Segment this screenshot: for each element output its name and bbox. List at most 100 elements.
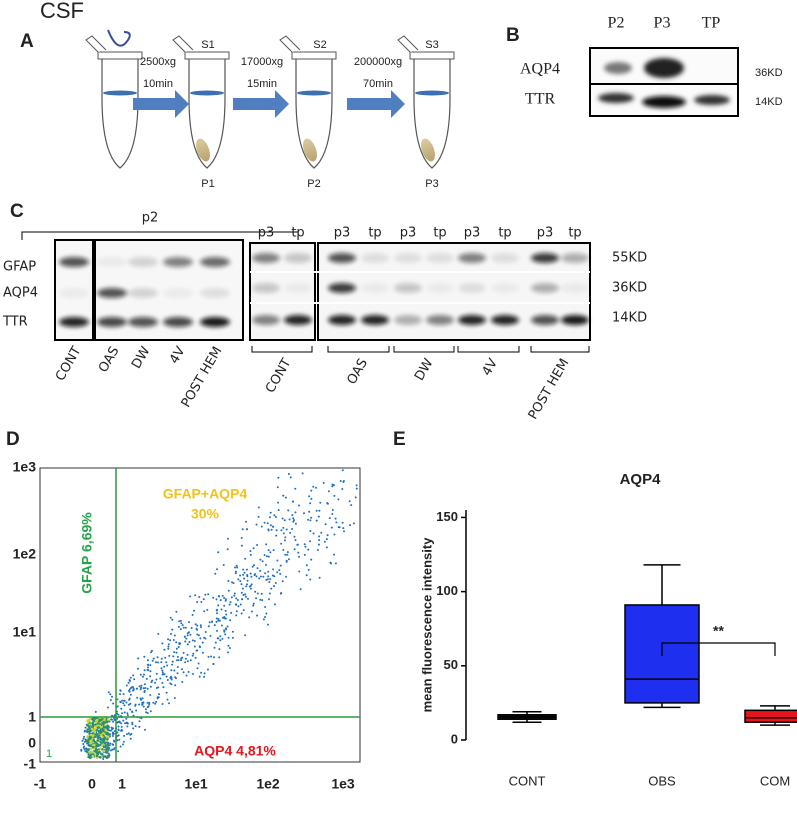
event-dot <box>155 700 158 703</box>
event-dot <box>109 699 112 701</box>
event-dot <box>127 732 130 735</box>
event-dot <box>277 509 280 512</box>
event-dot <box>235 614 238 617</box>
event-dot <box>229 601 232 604</box>
event-dot <box>89 739 93 743</box>
event-dot <box>267 529 270 532</box>
event-dot <box>140 684 143 687</box>
csf-label: CSF <box>40 0 84 23</box>
event-dot <box>281 580 284 583</box>
arrow <box>347 90 405 118</box>
event-dot <box>96 724 99 727</box>
event-dot <box>250 583 253 586</box>
event-dot <box>244 557 247 560</box>
chart-title: AQP4 <box>620 471 662 488</box>
event-dot <box>222 564 225 566</box>
event-dot <box>196 624 199 627</box>
event-dot <box>196 601 199 603</box>
event-dot <box>186 643 189 646</box>
event-dot <box>168 654 171 657</box>
event-dot <box>175 641 178 644</box>
event-dot <box>260 592 263 595</box>
event-dot <box>222 616 224 619</box>
y-tick-label: 1e3 <box>13 459 37 475</box>
event-dot <box>245 568 248 571</box>
band <box>59 257 89 267</box>
event-dot <box>154 681 157 684</box>
event-dot <box>119 689 122 692</box>
event-dot <box>220 624 223 627</box>
event-dot <box>171 663 174 666</box>
event-dot <box>227 580 230 582</box>
row-label: AQP4 <box>3 286 38 301</box>
event-dot <box>256 614 258 617</box>
arrow <box>133 90 189 118</box>
size-label: 55KD <box>612 251 647 266</box>
event-dot <box>143 669 146 672</box>
event-dot <box>160 661 163 664</box>
tube-lid <box>279 35 301 53</box>
event-dot <box>167 638 170 641</box>
event-dot <box>146 706 149 709</box>
event-dot <box>129 708 132 711</box>
event-dot <box>234 572 237 575</box>
event-dot <box>276 486 279 489</box>
event-dot <box>111 735 114 737</box>
pellet <box>421 138 435 162</box>
event-dot <box>236 566 239 569</box>
event-dot <box>288 518 291 521</box>
event-dot <box>102 758 105 760</box>
event-dot <box>253 564 255 567</box>
event-dot <box>284 553 287 556</box>
size-label: 36KD <box>612 281 647 296</box>
event-dot <box>191 654 194 657</box>
event-dot <box>120 722 123 725</box>
event-dot <box>136 687 138 690</box>
event-dot <box>98 750 101 754</box>
event-dot <box>223 629 226 632</box>
event-dot <box>335 521 338 524</box>
event-dot <box>285 559 288 562</box>
event-dot <box>108 744 111 747</box>
event-dot <box>243 577 246 580</box>
liquid <box>103 90 137 96</box>
event-dot <box>108 720 111 723</box>
panel-label: E <box>393 429 406 450</box>
event-dot <box>204 593 207 596</box>
event-dot <box>229 619 232 622</box>
tube-cap <box>409 51 455 60</box>
pair-label: tp <box>368 226 381 241</box>
event-dot <box>166 664 169 667</box>
event-dot <box>88 730 91 733</box>
lane-label: 4V <box>167 344 189 366</box>
band <box>163 288 193 298</box>
box-chart: AQP4 mean fluorescence intensity 0 50 100 150… <box>419 471 797 788</box>
event-dot <box>143 655 146 658</box>
event-dot <box>200 626 202 628</box>
event-dot <box>235 603 237 606</box>
event-dot <box>164 656 167 659</box>
y-tick-label: 1 <box>28 709 36 725</box>
event-dot <box>112 702 115 705</box>
event-dot <box>221 594 224 597</box>
event-dot <box>266 578 269 581</box>
box <box>744 709 797 723</box>
event-dot <box>299 588 302 591</box>
event-dot <box>138 720 141 723</box>
supernatant-label: S3 <box>425 39 438 51</box>
event-dot <box>86 728 89 731</box>
event-dot <box>149 694 152 696</box>
event-dot <box>172 639 175 641</box>
event-dot <box>121 729 123 732</box>
event-dot <box>182 626 185 629</box>
event-dot <box>233 592 236 595</box>
band <box>491 315 519 325</box>
event-dot <box>334 517 337 520</box>
event-dot <box>82 743 85 745</box>
event-dot <box>291 528 293 530</box>
event-dot <box>235 610 238 613</box>
event-dot <box>102 749 106 753</box>
event-dot <box>142 687 145 690</box>
event-dot <box>83 735 86 738</box>
event-dot <box>277 476 280 479</box>
